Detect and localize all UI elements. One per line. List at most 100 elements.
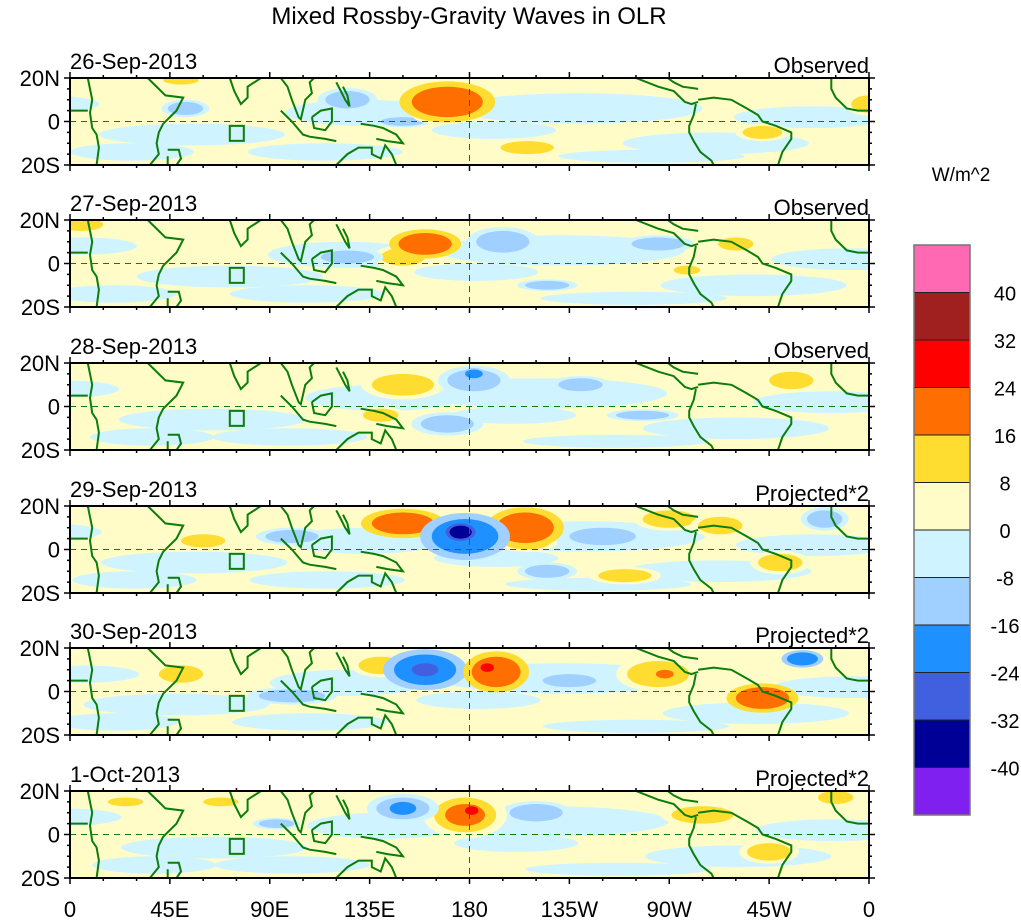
- y-tick-label: 20S: [21, 581, 60, 606]
- coastline: [280, 648, 315, 692]
- weak-negative-region: [98, 123, 286, 146]
- coastline: [86, 220, 100, 307]
- anomaly-cell: [851, 95, 869, 113]
- weak-negative-region: [89, 428, 215, 446]
- weak-negative-region: [540, 291, 727, 305]
- weak-negative-region: [660, 274, 847, 297]
- coastline: [280, 537, 337, 571]
- colorbar-level-label: 32: [994, 331, 1016, 353]
- anomaly-cell: [671, 806, 734, 824]
- coastline: [218, 220, 262, 248]
- coastline: [310, 249, 333, 274]
- y-tick-label: 0: [48, 680, 60, 705]
- coastline: [280, 251, 337, 285]
- coastline: [635, 648, 699, 676]
- colorbar-level-label: 16: [994, 426, 1016, 448]
- anomaly-cell: [70, 220, 104, 231]
- colorbar-box: [913, 529, 971, 578]
- x-tick-label: 135E: [344, 897, 395, 922]
- coastline: [218, 78, 262, 106]
- coastlines: [70, 363, 869, 450]
- anomaly-cell: [806, 510, 843, 528]
- colorbar-level-label: -24: [991, 664, 1020, 686]
- y-tick-label: 20N: [20, 66, 60, 91]
- coastline: [360, 122, 406, 145]
- coastline: [688, 531, 715, 593]
- weak-negative-region: [70, 237, 138, 255]
- coastline: [830, 78, 869, 112]
- coastline: [360, 407, 406, 430]
- coastline: [166, 576, 183, 593]
- y-tick-label: 0: [48, 252, 60, 277]
- anomaly-cell: [817, 791, 854, 805]
- coastline: [166, 290, 183, 307]
- coastline: [830, 363, 869, 397]
- colorbar-level-label: 40: [994, 284, 1016, 306]
- coastline: [651, 363, 699, 375]
- map-panel: 20N 0 20S 1-Oct-2013 Projected*2: [20, 762, 875, 891]
- weak-negative-region: [101, 551, 288, 574]
- coastline: [335, 428, 398, 450]
- anomaly-cell: [471, 656, 521, 688]
- y-tick-label: 20S: [21, 866, 60, 891]
- coastline: [360, 835, 406, 858]
- x-tick-label: 45W: [747, 897, 792, 922]
- x-tick-label: 0: [64, 897, 76, 922]
- anomaly-cell: [598, 569, 652, 583]
- weak-negative-region: [92, 856, 217, 874]
- weak-negative-region: [70, 143, 195, 161]
- coastline: [280, 679, 337, 713]
- colorbar-box: [913, 672, 971, 721]
- weak-negative-region: [83, 693, 270, 716]
- map-panel: 20N 0 20S 27-Sep-2013 Observed: [20, 191, 875, 320]
- coastline: [166, 861, 183, 878]
- anomaly-cell: [735, 687, 790, 709]
- y-tick-label: 20N: [20, 351, 60, 376]
- anomaly-cell: [496, 512, 554, 543]
- colorbar-frame: [913, 244, 971, 816]
- y-tick-label: 20S: [21, 723, 60, 748]
- coastline: [218, 363, 262, 391]
- y-tick-label: 0: [48, 395, 60, 420]
- coastline: [218, 791, 262, 819]
- colorbar-level-label: -40: [991, 759, 1020, 781]
- coastline: [830, 648, 869, 682]
- anomaly-cell: [362, 408, 399, 422]
- coastline: [86, 78, 100, 165]
- coastline: [651, 220, 699, 232]
- anomaly-cell: [746, 843, 792, 861]
- colorbar-level-label: -16: [991, 616, 1020, 638]
- coastline: [146, 363, 185, 450]
- y-tick-label: 0: [48, 110, 60, 135]
- coastline: [830, 506, 869, 540]
- x-tick-label: 45E: [150, 897, 189, 922]
- coastline: [697, 238, 793, 307]
- map-panel: 20N 0 20S 26-Sep-2013 Observed: [20, 49, 875, 178]
- coastline: [688, 245, 715, 307]
- coastline: [697, 524, 793, 593]
- weak-negative-region: [70, 808, 122, 826]
- x-tick-label: 135W: [541, 897, 599, 922]
- coastline: [166, 433, 183, 450]
- panel-type-label: Observed: [774, 53, 869, 78]
- anomaly-cell: [524, 564, 570, 578]
- y-tick-label: 20S: [21, 438, 60, 463]
- coastline: [335, 143, 398, 165]
- coastline: [635, 506, 699, 534]
- weak-negative-region: [70, 524, 102, 540]
- coastline: [635, 78, 699, 106]
- anomaly-cell: [320, 250, 375, 264]
- weak-negative-region: [453, 93, 703, 124]
- anomaly-cell: [480, 663, 494, 672]
- coastline: [335, 856, 398, 878]
- colorbar-box: [913, 434, 971, 483]
- anomaly-cell: [411, 663, 439, 677]
- coastline: [697, 809, 793, 878]
- coastline: [335, 81, 351, 107]
- coastline: [280, 109, 337, 143]
- coastline: [688, 103, 715, 165]
- anomaly-cell: [655, 669, 674, 679]
- colorbar-box: [913, 292, 971, 341]
- coastline: [335, 509, 351, 535]
